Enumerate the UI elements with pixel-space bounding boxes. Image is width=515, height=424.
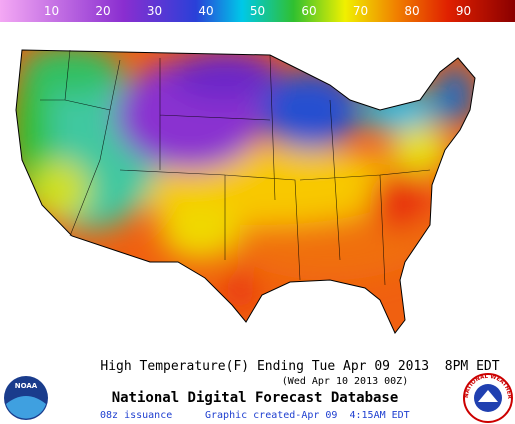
- color-bar-label: 70: [353, 4, 368, 18]
- color-bar-label: 80: [404, 4, 419, 18]
- issuance: 08z issuance: [100, 410, 172, 421]
- color-bar-label: 90: [456, 4, 471, 18]
- color-bar-labels: 10 20 30 40 50 60 70 80 90: [44, 4, 471, 18]
- created-time: Graphic created-Apr 09 4:15AM EDT: [205, 410, 410, 421]
- color-bar-label: 50: [250, 4, 265, 18]
- state-lines: [40, 49, 431, 286]
- color-bar-label: 10: [44, 4, 59, 18]
- map-title: High Temperature(F) Ending Tue Apr 09 20…: [100, 359, 499, 374]
- color-bar: [0, 0, 515, 22]
- noaa-text: NOAA: [15, 382, 38, 390]
- map-subtitle: (Wed Apr 10 2013 00Z): [282, 376, 408, 387]
- noaa-logo: NOAA: [4, 376, 48, 420]
- map-heading: National Digital Forecast Database: [112, 390, 399, 406]
- color-bar-label: 40: [198, 4, 213, 18]
- color-bar-label: 20: [95, 4, 110, 18]
- color-bar-label: 60: [301, 4, 316, 18]
- color-bar-label: 30: [147, 4, 162, 18]
